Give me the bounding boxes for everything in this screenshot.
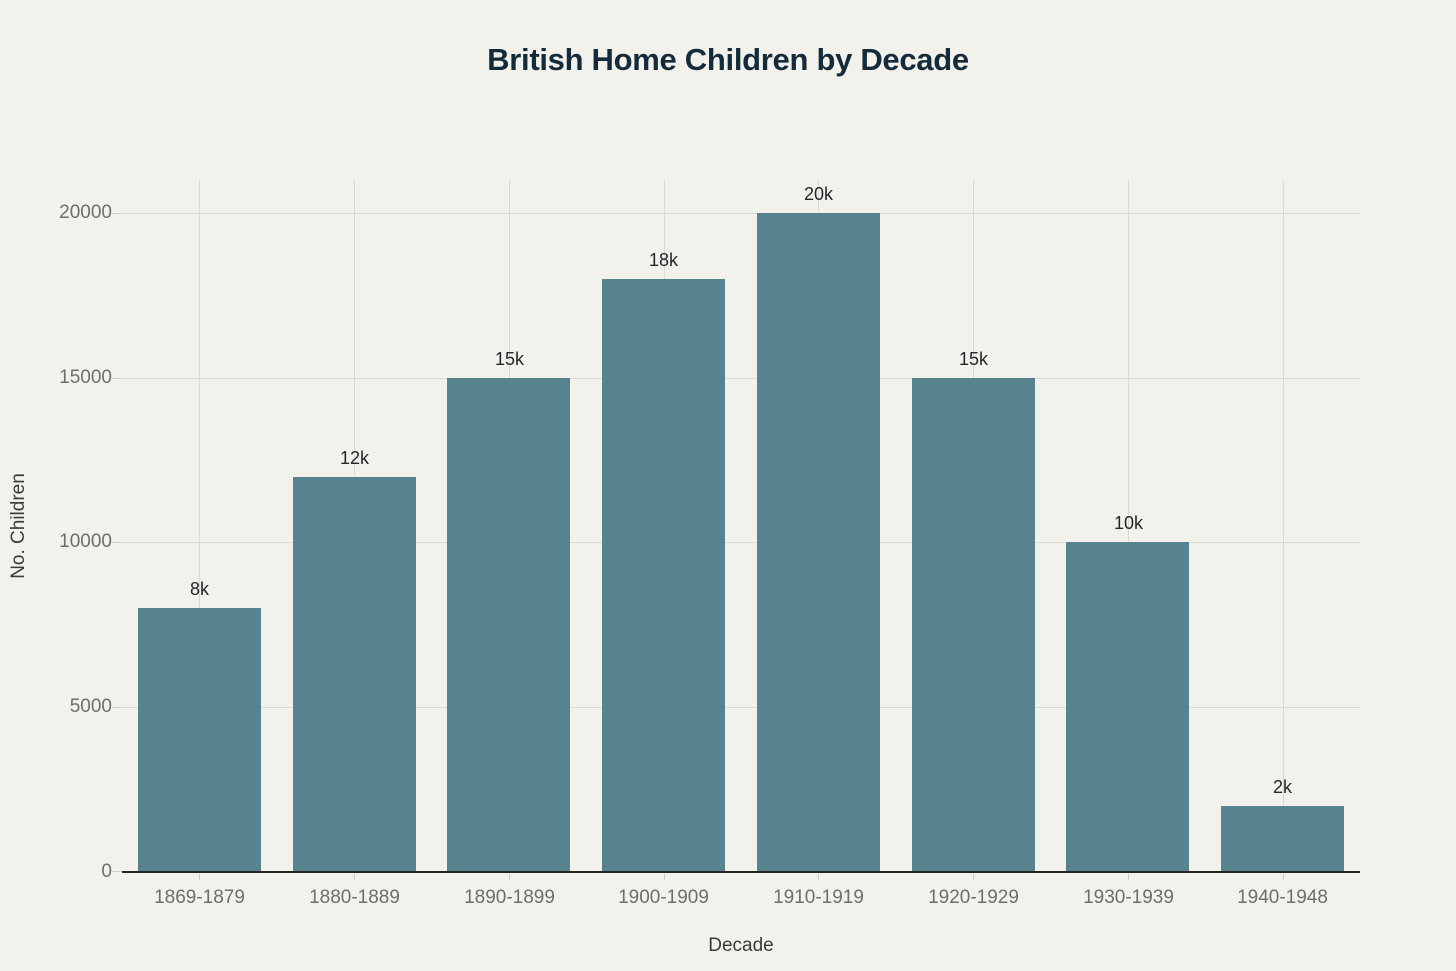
- bar: [757, 213, 880, 872]
- y-tick-mark: [112, 707, 122, 708]
- chart-title: British Home Children by Decade: [487, 42, 969, 77]
- bar: [602, 279, 725, 872]
- bar: [1066, 542, 1189, 872]
- y-tick-label: 20000: [59, 202, 112, 223]
- bar: [447, 378, 570, 872]
- bar-value-label: 15k: [958, 349, 989, 369]
- x-tick-label: 1869-1879: [154, 887, 245, 908]
- x-gridline: [1128, 180, 1129, 872]
- y-tick-label: 15000: [59, 367, 112, 388]
- x-tick-mark: [1128, 874, 1129, 880]
- x-tick-label: 1890-1899: [464, 887, 555, 908]
- x-axis-title: Decade: [708, 935, 774, 956]
- x-tick-mark: [199, 874, 200, 880]
- bar-value-label: 10k: [1113, 513, 1144, 533]
- bar: [912, 378, 1035, 872]
- x-tick-mark: [509, 874, 510, 880]
- x-gridline: [1283, 180, 1284, 872]
- x-tick-mark: [818, 874, 819, 880]
- y-tick-mark: [112, 871, 122, 872]
- bar-value-label: 20k: [803, 184, 834, 204]
- bar-value-label: 12k: [339, 448, 370, 468]
- y-tick-mark: [112, 378, 122, 379]
- x-axis-line: [122, 871, 1360, 873]
- y-axis-title: No. Children: [8, 473, 29, 579]
- x-tick-label: 1910-1919: [773, 887, 864, 908]
- y-tick-label: 10000: [59, 531, 112, 552]
- y-gridline: [122, 213, 1360, 214]
- bar-value-label: 18k: [648, 250, 679, 270]
- x-tick-label: 1940-1948: [1237, 887, 1328, 908]
- bar: [1221, 806, 1344, 872]
- x-tick-mark: [1283, 874, 1284, 880]
- x-tick-mark: [354, 874, 355, 880]
- y-gridline: [122, 707, 1360, 708]
- x-tick-label: 1900-1909: [618, 887, 709, 908]
- x-tick-mark: [664, 874, 665, 880]
- bar: [138, 608, 261, 872]
- y-tick-mark: [112, 542, 122, 543]
- x-tick-mark: [973, 874, 974, 880]
- x-tick-label: 1930-1939: [1083, 887, 1174, 908]
- bar-value-label: 15k: [494, 349, 525, 369]
- y-gridline: [122, 378, 1360, 379]
- y-tick-label: 5000: [69, 696, 112, 717]
- x-tick-label: 1880-1889: [309, 887, 400, 908]
- y-tick-mark: [112, 213, 122, 214]
- bar-value-label: 2k: [1272, 777, 1292, 797]
- bar-value-label: 8k: [189, 579, 209, 599]
- bar: [293, 477, 416, 872]
- x-gridline: [199, 180, 200, 872]
- y-tick-label: 0: [101, 861, 112, 882]
- y-gridline: [122, 542, 1360, 543]
- x-tick-label: 1920-1929: [928, 887, 1019, 908]
